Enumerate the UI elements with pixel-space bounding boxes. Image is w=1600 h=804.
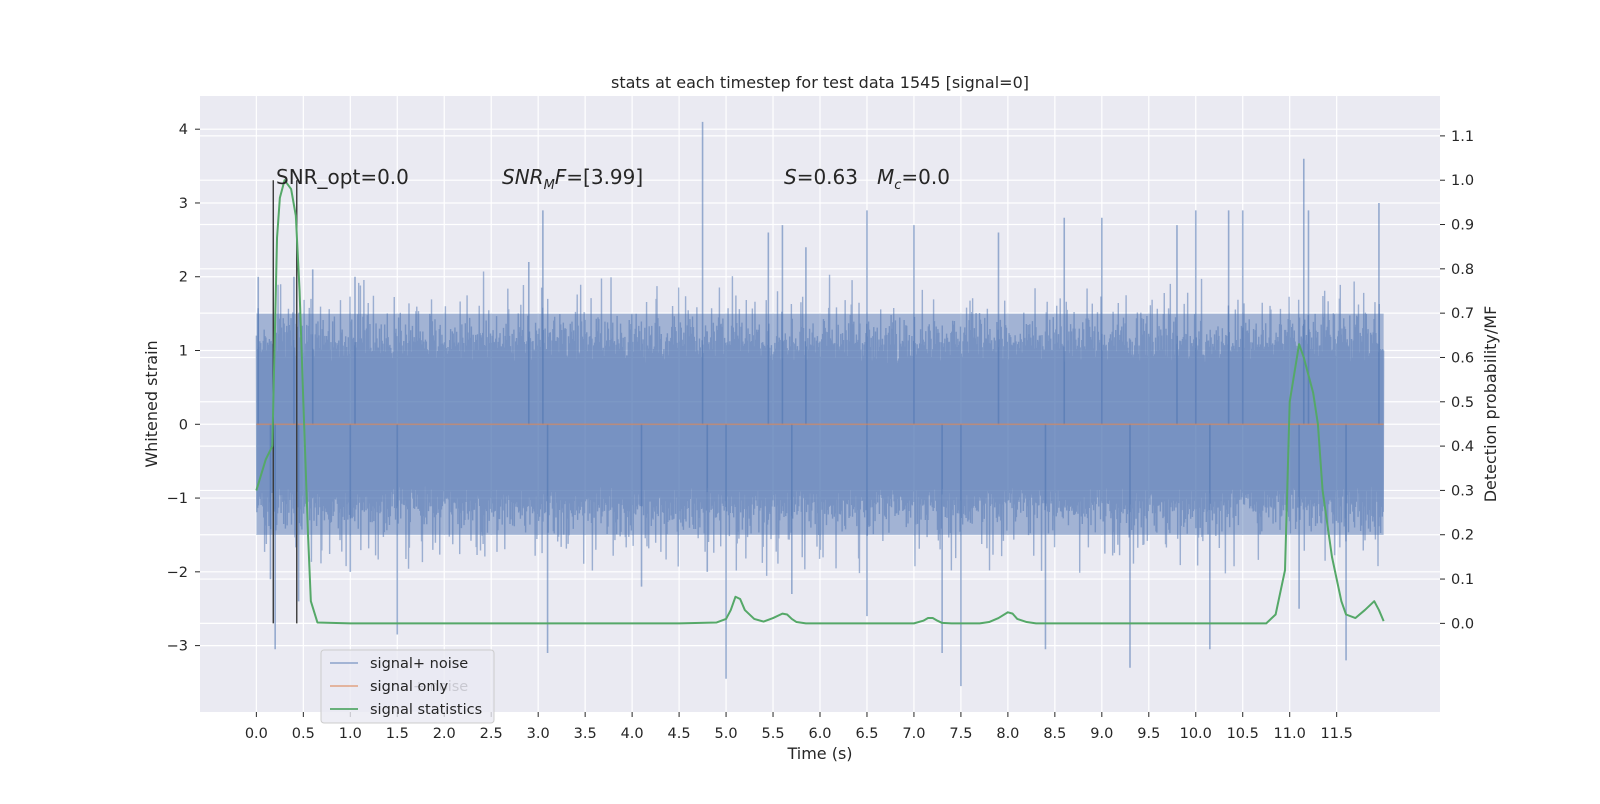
legend-ghost-label: signal+ noise <box>370 679 468 695</box>
signal-statistics-line <box>255 179 1385 625</box>
x-tick-label: 8.5 <box>1043 726 1066 742</box>
x-tick-label: 11.0 <box>1274 726 1306 742</box>
right-y-tick-label: 0.5 <box>1451 395 1474 411</box>
mc-value: =0.0 <box>901 165 950 189</box>
y-tick-label: 0 <box>179 417 188 433</box>
x-tick-label: 7.0 <box>902 726 925 742</box>
legend: signal+ noise signal+ noise signal only … <box>320 649 495 724</box>
annotation-mc: Mc=0.0 <box>877 165 950 193</box>
right-y-tick-label: 0.1 <box>1451 572 1474 588</box>
x-tick-label: 11.5 <box>1321 726 1353 742</box>
y-tick-label: 2 <box>179 270 188 286</box>
x-tick-label: 3.0 <box>527 726 550 742</box>
f-symbol: F= <box>555 165 583 189</box>
signal-noise-line <box>255 271 1385 576</box>
x-tick-label: 7.5 <box>949 726 972 742</box>
right-y-tick-label: 0.8 <box>1451 262 1474 278</box>
x-tick-label: 2.5 <box>480 726 503 742</box>
y-tick-label: 4 <box>179 122 188 138</box>
c-subscript: c <box>894 178 901 193</box>
x-tick-label: 5.0 <box>715 726 738 742</box>
s-value: =0.63 <box>797 165 858 189</box>
x-tick-label: 5.5 <box>761 726 784 742</box>
right-y-tick-label: 0.2 <box>1451 528 1474 544</box>
x-tick-label: 9.5 <box>1137 726 1160 742</box>
mc-symbol: M <box>877 165 894 189</box>
x-tick-label: 1.5 <box>386 726 409 742</box>
right-y-axis-label: Detection probability/MF <box>1481 306 1500 503</box>
annotation-snr-mf: SNRMF=[3.99] <box>502 165 643 193</box>
y-axis-label: Whitened strain <box>142 340 161 467</box>
right-y-tick-label: 1.1 <box>1451 129 1474 145</box>
annotation-snr-opt: SNR_opt=0.0 <box>276 165 409 189</box>
right-y-tick-label: 0.3 <box>1451 483 1474 499</box>
y-tick-label: −1 <box>167 491 188 507</box>
x-tick-label: 3.5 <box>574 726 597 742</box>
x-tick-label: 6.0 <box>808 726 831 742</box>
x-tick-label: 0.5 <box>292 726 315 742</box>
y-axis-ticks: −3 −2 −1 0 1 2 3 4 <box>167 122 200 655</box>
x-tick-label: 4.5 <box>668 726 691 742</box>
y-tick-label: 1 <box>179 344 188 360</box>
x-tick-label: 6.5 <box>855 726 878 742</box>
snr-mf-value: [3.99] <box>583 165 643 189</box>
signal-statistics-series <box>255 179 1385 625</box>
m-subscript: M <box>544 178 555 193</box>
x-tick-label: 10.0 <box>1180 726 1212 742</box>
s-symbol: S <box>784 165 797 189</box>
annotation-s: S=0.63 <box>784 165 858 189</box>
x-tick-label: 1.0 <box>339 726 362 742</box>
x-tick-label: 2.0 <box>433 726 456 742</box>
x-tick-label: 9.0 <box>1090 726 1113 742</box>
snr-symbol: SNR <box>502 165 544 189</box>
chart-title: stats at each timestep for test data 154… <box>611 73 1029 92</box>
x-axis-label: Time (s) <box>786 744 852 763</box>
right-y-tick-label: 0.0 <box>1451 616 1474 632</box>
x-tick-label: 8.0 <box>996 726 1019 742</box>
legend-noise-label: signal+ noise <box>370 656 468 672</box>
right-y-tick-label: 1.0 <box>1451 173 1474 189</box>
x-tick-label: 10.5 <box>1227 726 1259 742</box>
y-tick-label: 3 <box>179 196 188 212</box>
y-tick-label: −2 <box>167 565 188 581</box>
legend-signal-label: signal only <box>370 679 449 695</box>
right-y-tick-label: 0.6 <box>1451 350 1474 366</box>
right-y-tick-label: 0.9 <box>1451 218 1474 234</box>
y-tick-label: −3 <box>167 639 188 655</box>
legend-stats-label: signal statistics <box>370 702 482 718</box>
x-tick-label: 4.0 <box>621 726 644 742</box>
right-y-tick-label: 0.7 <box>1451 306 1474 322</box>
x-axis-ticks: 0.0 0.5 1.0 1.5 2.0 2.5 3.0 3.5 4.0 4.5 5.0 5.5 6.0 6… <box>245 712 1353 742</box>
right-y-tick-label: 0.4 <box>1451 439 1474 455</box>
right-y-axis-ticks: 0.0 0.1 0.2 0.3 0.4 0.5 0.6 0.7 0.8 0.9 1.0 1.1 <box>1440 129 1474 632</box>
legend-box <box>320 649 495 724</box>
x-tick-label: 0.0 <box>245 726 268 742</box>
